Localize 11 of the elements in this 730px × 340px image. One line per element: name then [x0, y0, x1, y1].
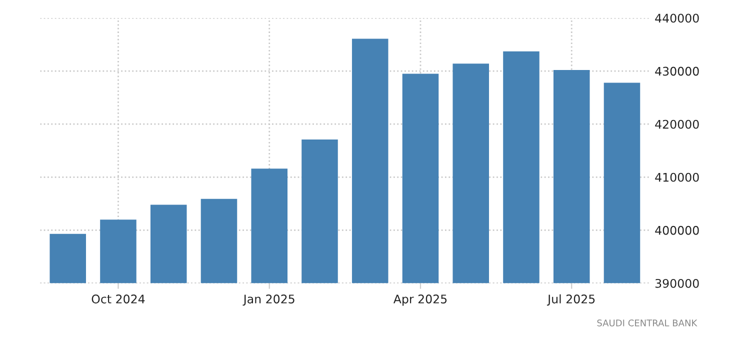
x-tick-label: Jul 2025: [546, 294, 595, 306]
y-tick-label: 430000: [655, 66, 699, 76]
y-tick-label: 410000: [655, 172, 699, 182]
x-tick-label: Apr 2025: [393, 294, 447, 306]
y-tick-label: 390000: [655, 278, 699, 288]
y-tick-label: 420000: [655, 120, 699, 129]
x-tick-label: Jan 2025: [242, 294, 294, 306]
y-tick-label: 400000: [655, 226, 699, 235]
y-tick-label: 440000: [655, 14, 699, 23]
x-tick-label: Oct 2024: [92, 294, 145, 304]
text: SAUDI CENTRAL BANK: [597, 320, 698, 326]
